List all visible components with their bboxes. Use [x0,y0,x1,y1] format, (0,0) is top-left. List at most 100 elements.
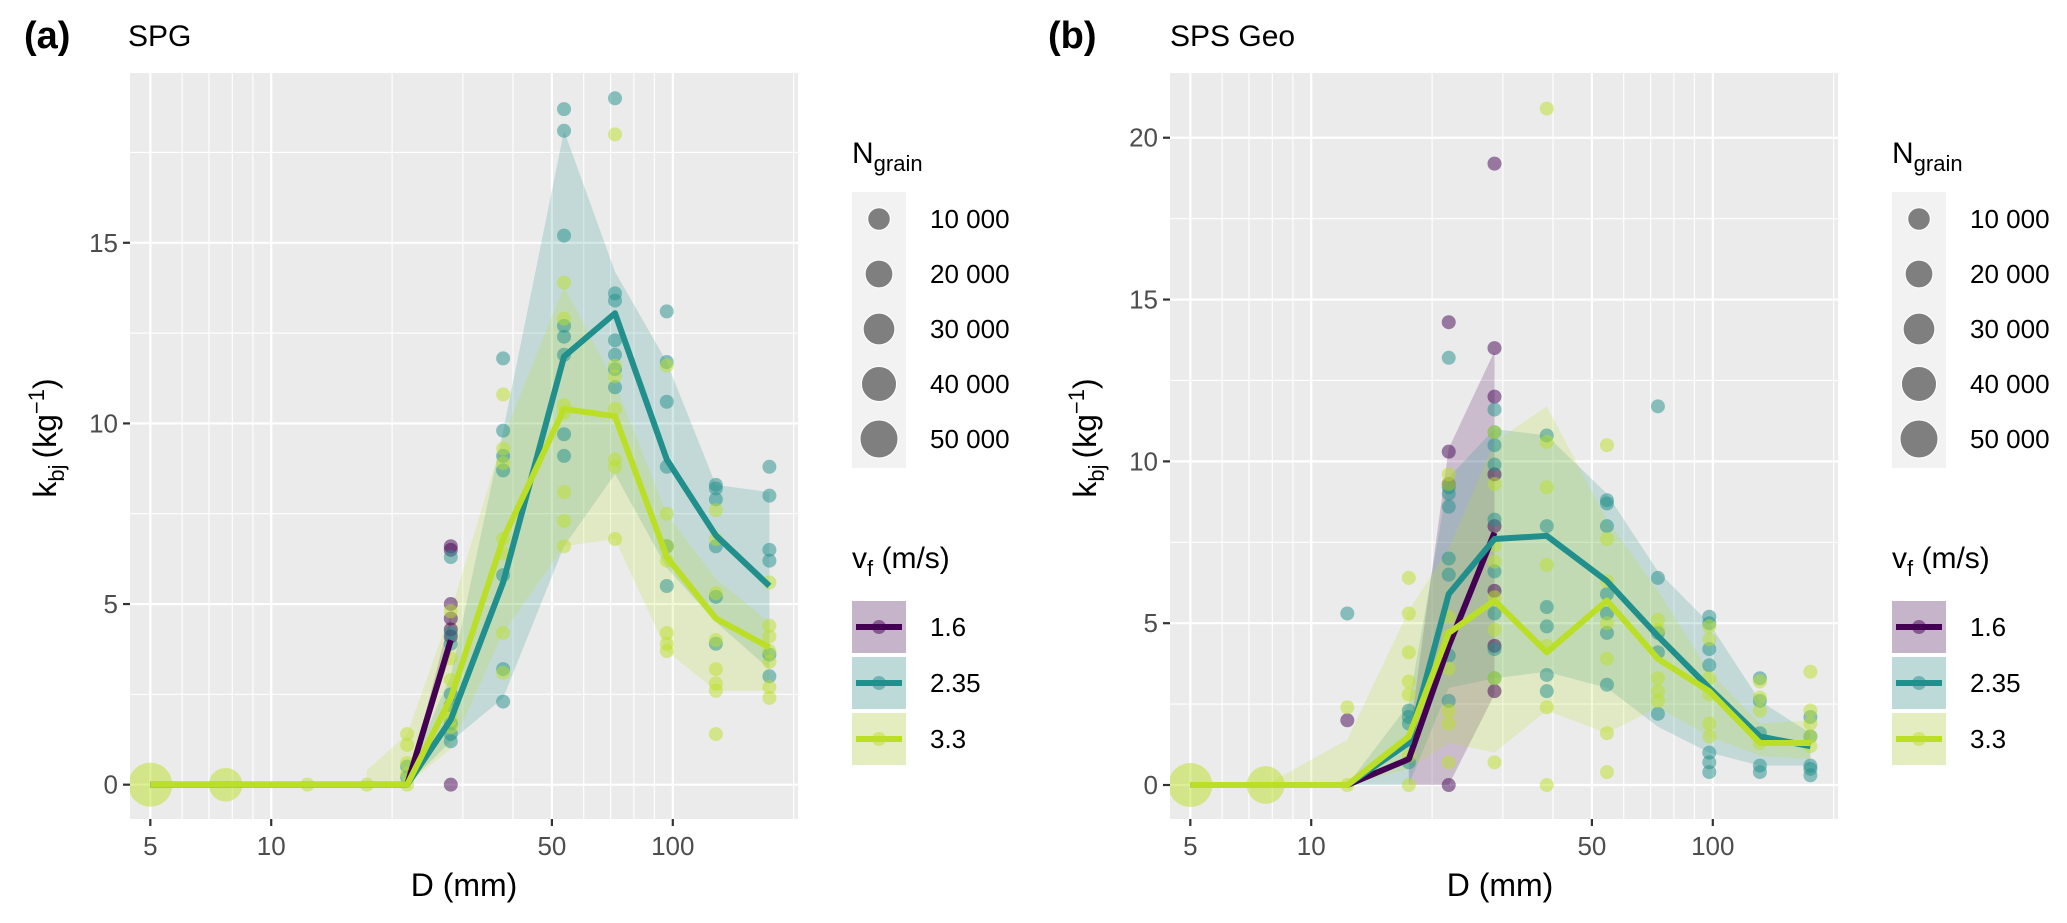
y-axis-title-close: ) [1067,378,1103,389]
panel-b: (b) SPS Geo 0 5 10 15 20 5 10 50 100 D (mm) kbj (… [1048,15,2050,903]
y-tick-label: 5 [104,589,118,619]
legend-title-rest: (m/s) [873,542,950,575]
data-point [443,734,458,749]
y-tick-label: 20 [1129,123,1158,153]
y-axis-title-sup: −1 [24,389,49,414]
data-point [1599,587,1614,602]
data-point [496,665,511,680]
data-point [1401,778,1416,793]
size-legend-label: 20 000 [1970,259,2050,289]
x-tick-label: 50 [1577,831,1606,861]
data-point [608,127,623,142]
data-point [708,586,723,601]
data-point [1487,564,1502,579]
y-tick-label: 10 [1129,446,1158,476]
data-point [708,662,723,677]
data-point [1441,499,1456,514]
data-point [1441,716,1456,731]
data-point [1752,674,1767,689]
y-axis-title-b: kbj (kg−1) [1064,378,1109,497]
data-point [1340,713,1355,728]
mean-line-3-3 [150,405,771,788]
data-point [496,351,511,366]
x-tick-label: 10 [1297,831,1326,861]
size-legend-key [859,419,899,459]
data-point [1702,745,1717,760]
data-point [1401,674,1416,689]
data-point [1650,693,1665,708]
data-point [1441,567,1456,582]
plot-content [1170,101,1818,808]
data-point [1752,703,1767,718]
data-point [608,459,623,474]
data-point [608,532,623,547]
data-point [496,387,511,402]
x-tick-label: 5 [1183,831,1197,861]
color-legend-label: 2.35 [1970,668,2021,698]
data-point [557,228,572,243]
y-axis-title-main: k [27,481,63,498]
data-point [1539,480,1554,495]
data-point [1539,600,1554,615]
size-legend-label: 30 000 [1970,314,2050,344]
data-point [1539,684,1554,699]
data-point [1487,467,1502,482]
data-point [1539,778,1554,793]
color-legend-label: 1.6 [1970,612,2006,642]
data-point [1650,684,1665,699]
data-point [659,506,674,521]
svg-text:kbj(kg−1): kbj (kg−1) [24,378,69,497]
data-point [1487,755,1502,770]
data-point [608,293,623,308]
plot-area-a: 0 5 10 15 5 10 50 100 [89,73,798,861]
data-point [400,737,415,752]
data-point [1340,606,1355,621]
data-point [557,427,572,442]
data-point [1441,661,1456,676]
data-point [1487,477,1502,492]
panel-title-b: SPS Geo [1170,20,1295,53]
data-point [557,329,572,344]
y-axis-title-unit: (kg [27,414,63,458]
data-point [1803,716,1818,731]
data-point [1539,101,1554,116]
data-point [443,777,458,792]
data-point [1441,467,1456,482]
data-point [708,683,723,698]
y-axis-title-sup: −1 [1064,389,1089,414]
y-axis-title-unit: (kg [1067,414,1103,458]
data-point [1599,616,1614,631]
data-point [608,369,623,384]
data-point [762,618,777,633]
data-point [1650,399,1665,414]
data-point [557,123,572,138]
data-point [708,503,723,518]
y-axis-title-sub: bj [1084,465,1109,482]
size-legend-key [1907,207,1931,231]
legend-title-main: N [852,137,874,170]
size-legend-label: 40 000 [930,369,1010,399]
data-point [1803,768,1818,783]
data-point [1599,677,1614,692]
data-point [708,481,723,496]
data-point [1702,729,1717,744]
data-point [1340,700,1355,715]
data-point [1401,687,1416,702]
data-point [1599,651,1614,666]
data-point [1803,703,1818,718]
plot-area-b: 0 5 10 15 20 5 10 50 100 [1129,73,1838,861]
legend-title-vf: vf (m/s) [852,542,950,581]
ribbon-2-35 [407,130,770,785]
size-legend-label: 50 000 [1970,424,2050,454]
y-tick-label: 10 [89,408,118,438]
size-legend-label: 10 000 [930,204,1010,234]
data-point [1539,619,1554,634]
data-point [1752,690,1767,705]
svg-text:kbj(kg−1): kbj (kg−1) [1064,378,1109,497]
data-point [1487,389,1502,404]
data-point [496,625,511,640]
data-point [1702,619,1717,634]
panel-tag-a: (a) [24,15,70,57]
